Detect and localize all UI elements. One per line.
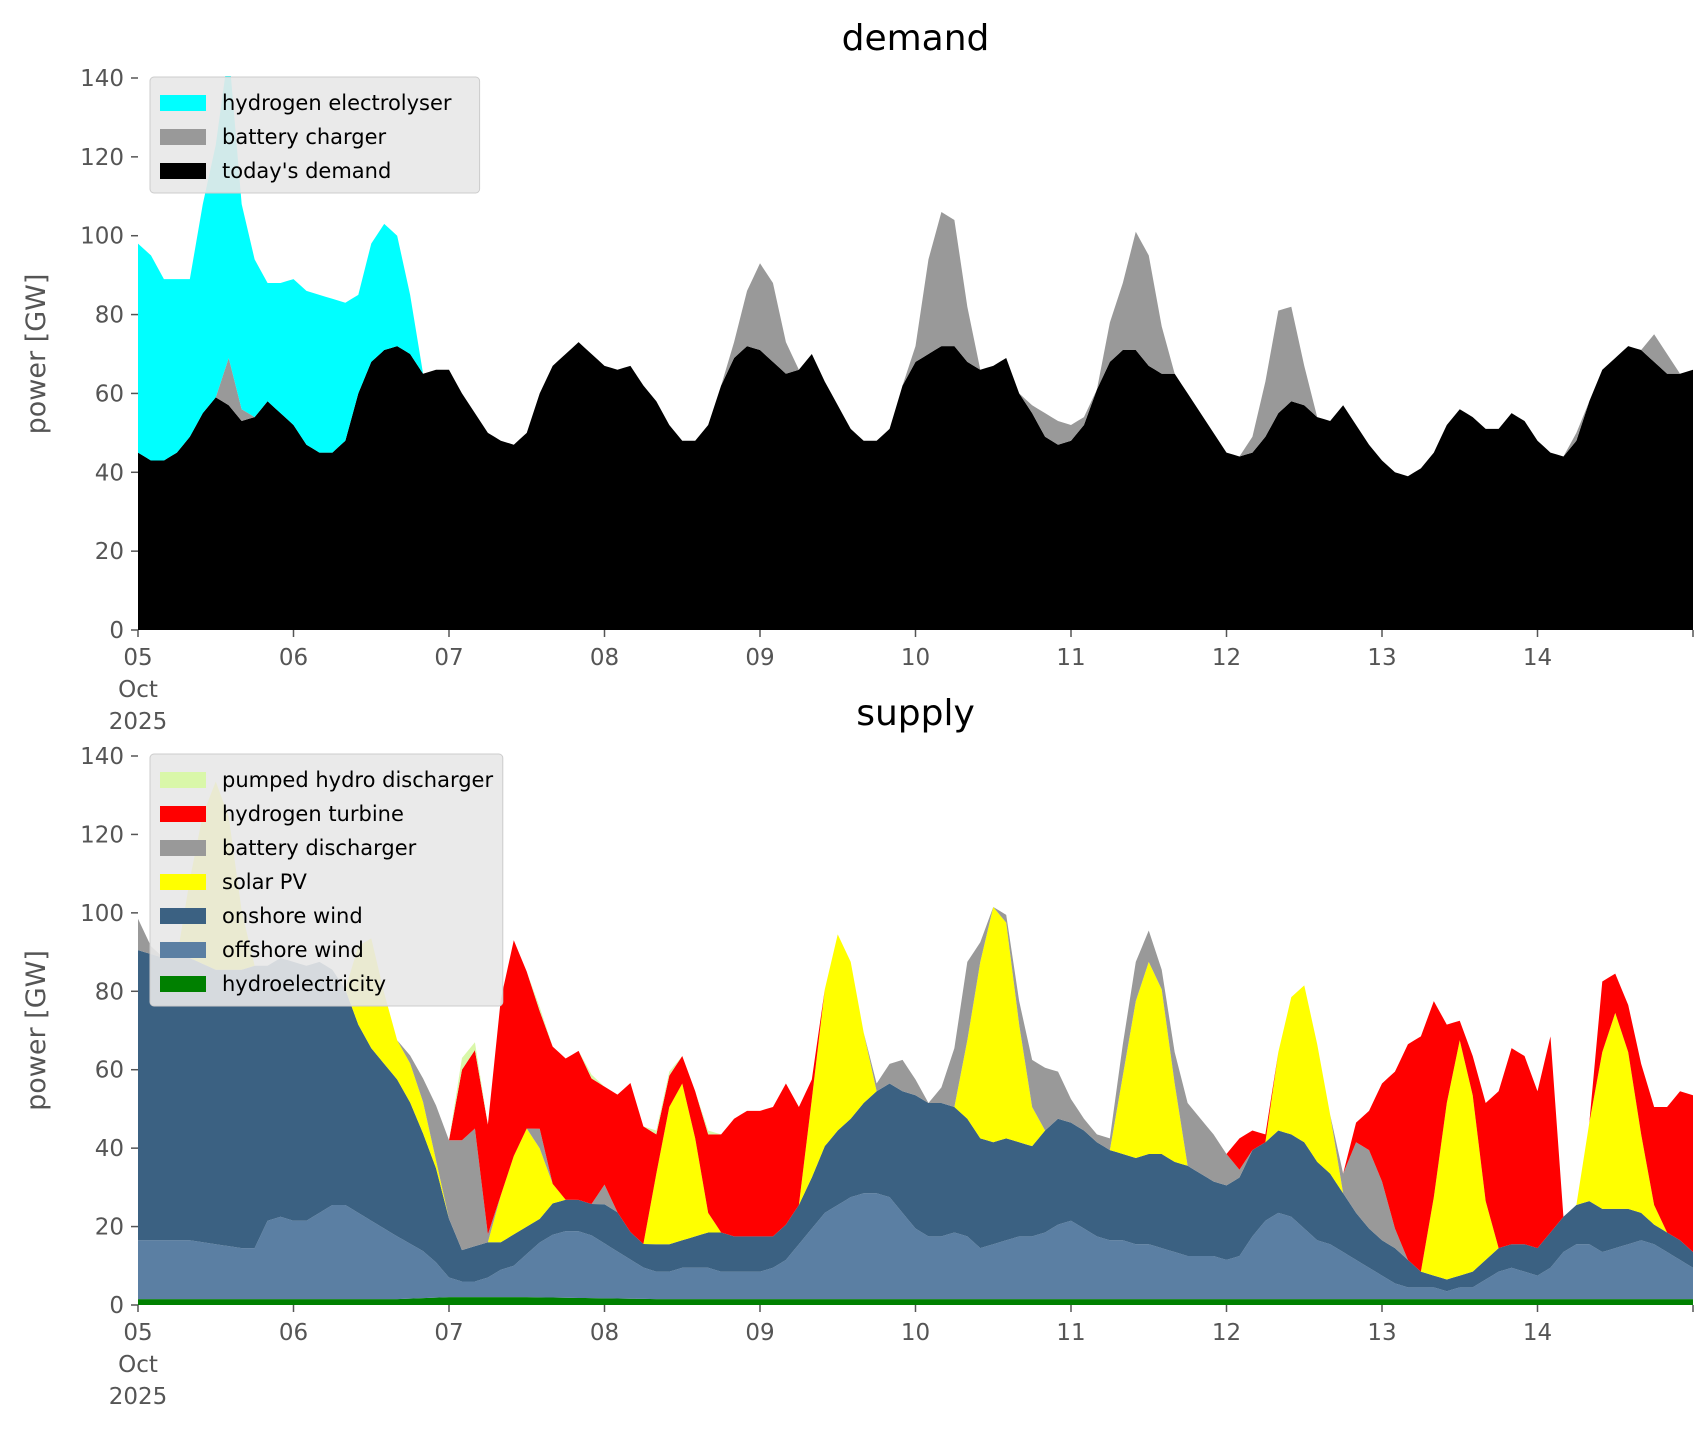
y-tick-label: 140 — [80, 66, 124, 92]
legend-swatch-hydroelectricity — [160, 976, 206, 992]
legend-label-today-s-demand: today's demand — [222, 159, 391, 183]
x-tick-label: 11 — [1056, 645, 1085, 671]
x-tick-sublabel: 2025 — [109, 1384, 168, 1410]
legend-label-hydrogen-electrolyser: hydrogen electrolyser — [222, 91, 452, 115]
chart-title: demand — [842, 18, 990, 59]
x-tick-label: 09 — [745, 645, 774, 671]
series-area-onshore-wind — [138, 950, 1693, 1292]
legend-box — [149, 753, 504, 1007]
legend: hydrogen electrolyser battery charger toda… — [149, 76, 481, 194]
x-tick-label: 05 — [123, 645, 152, 671]
x-tick-label: 12 — [1212, 1320, 1241, 1346]
x-tick-label: 06 — [279, 1320, 308, 1346]
legend-label-onshore-wind: onshore wind — [222, 904, 363, 928]
y-tick-label: 120 — [80, 822, 124, 848]
x-tick-label: 11 — [1056, 1320, 1085, 1346]
y-tick-label: 20 — [95, 1215, 124, 1241]
y-tick-label: 100 — [80, 224, 124, 250]
y-axis-label: power [GW] — [21, 274, 52, 435]
legend-swatch-hydrogen-electrolyser — [160, 95, 206, 111]
legend-label-battery-charger: battery charger — [222, 125, 387, 149]
legend-swatch-solar-pv — [160, 874, 206, 890]
legend-label-pumped-hydro-discharger: pumped hydro discharger — [222, 768, 493, 792]
legend: pumped hydro discharger hydrogen turbine b… — [149, 753, 504, 1007]
x-tick-label: 13 — [1367, 645, 1396, 671]
legend-label-hydroelectricity: hydroelectricity — [222, 972, 386, 996]
stacked-areas — [138, 781, 1693, 1305]
x-tick-label: 07 — [434, 1320, 463, 1346]
y-tick-label: 0 — [109, 618, 124, 644]
x-tick-label: 06 — [279, 645, 308, 671]
x-tick-label: 07 — [434, 645, 463, 671]
y-tick-label: 60 — [95, 381, 124, 407]
y-axis-label: power [GW] — [21, 950, 52, 1111]
x-tick-label: 10 — [901, 645, 930, 671]
series-area-offshore-wind — [138, 1193, 1693, 1300]
x-tick-label: 09 — [745, 1320, 774, 1346]
legend-swatch-onshore-wind — [160, 908, 206, 924]
legend-swatch-today-s-demand — [160, 163, 206, 179]
legend-label-offshore-wind: offshore wind — [222, 938, 364, 962]
series-area-hydrogen-turbine — [138, 781, 1693, 1272]
legend-swatch-pumped-hydro-discharger — [160, 772, 206, 788]
legend-label-battery-discharger: battery discharger — [222, 836, 417, 860]
x-tick-label: 14 — [1523, 645, 1552, 671]
y-tick-label: 140 — [80, 744, 124, 770]
legend-label-solar-pv: solar PV — [222, 870, 307, 894]
legend-swatch-hydrogen-turbine — [160, 806, 206, 822]
legend-box — [149, 76, 481, 194]
legend-label-hydrogen-turbine: hydrogen turbine — [222, 802, 404, 826]
x-tick-sublabel: Oct — [118, 1352, 158, 1378]
demand-panel: 0 20 40 60 80 100 120 140 05 Oct 2025 06 07 08 09 10 11 1… — [21, 18, 1694, 735]
x-tick-label: 10 — [901, 1320, 930, 1346]
x-tick-label: 08 — [590, 645, 619, 671]
legend-swatch-battery-discharger — [160, 840, 206, 856]
y-tick-label: 60 — [95, 1058, 124, 1084]
x-tick-label: 05 — [123, 1320, 152, 1346]
chart-title: supply — [856, 693, 975, 734]
x-tick-sublabel: 2025 — [109, 709, 168, 735]
x-tick-sublabel: Oct — [118, 677, 158, 703]
x-tick-label: 12 — [1212, 645, 1241, 671]
legend-swatch-battery-charger — [160, 129, 206, 145]
stacked-areas — [138, 76, 1693, 630]
supply-panel: 0 20 40 60 80 100 120 140 05 Oct 2025 06 07 08 09 10 11 1… — [21, 693, 1694, 1410]
series-area-solar-pv — [138, 781, 1693, 1280]
x-tick-label: 08 — [590, 1320, 619, 1346]
y-tick-label: 80 — [95, 303, 124, 329]
y-tick-label: 0 — [109, 1293, 124, 1319]
y-tick-label: 80 — [95, 979, 124, 1005]
series-area-today-s-demand — [138, 342, 1693, 630]
legend-swatch-offshore-wind — [160, 942, 206, 958]
y-tick-label: 40 — [95, 460, 124, 486]
y-tick-label: 20 — [95, 539, 124, 565]
y-tick-label: 120 — [80, 145, 124, 171]
x-tick-label: 13 — [1367, 1320, 1396, 1346]
y-tick-label: 40 — [95, 1136, 124, 1162]
y-tick-label: 100 — [80, 901, 124, 927]
x-tick-label: 14 — [1523, 1320, 1552, 1346]
